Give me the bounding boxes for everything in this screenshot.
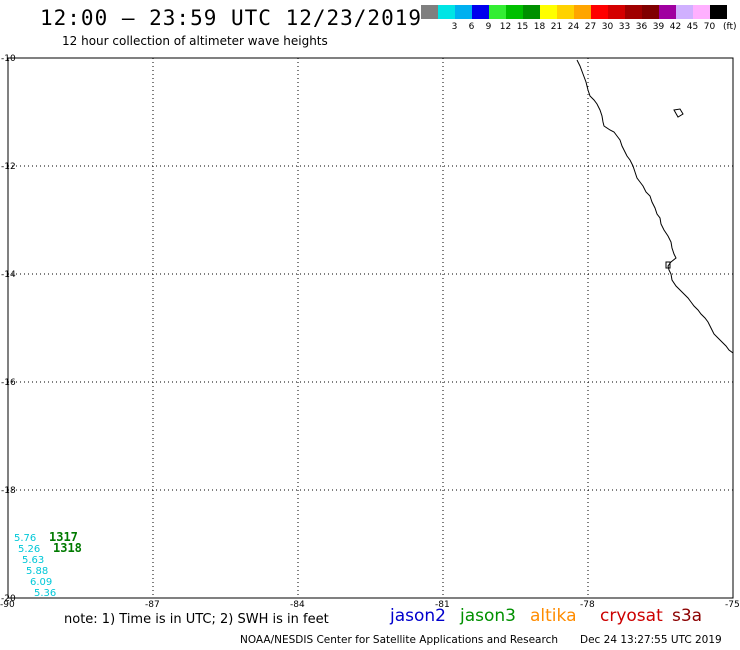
wave-height-reading: 6.09: [30, 577, 52, 588]
scale-swatch: [591, 5, 608, 19]
latitude-label: -18: [1, 486, 16, 496]
scale-label: 18: [533, 22, 546, 32]
scale-label: 24: [567, 22, 580, 32]
scale-swatch: [676, 5, 693, 19]
longitude-label: -75: [725, 600, 740, 610]
latitude-label: -16: [1, 378, 16, 388]
scale-swatch: [421, 5, 438, 19]
satellite-legend-s3a: s3a: [672, 606, 703, 626]
longitude-label: -84: [290, 600, 305, 610]
satellite-legend-altika: altika: [530, 606, 577, 626]
wave-height-color-scale: (ft) 3 6 9 12 15 18 21 24 27 30 33 36 39 42 45 70: [421, 5, 740, 35]
scale-label: 3: [451, 22, 458, 32]
longitude-label: -90: [0, 600, 15, 610]
latitude-label: -12: [1, 162, 16, 172]
scale-swatch: [540, 5, 557, 19]
scale-swatch: [455, 5, 472, 19]
scale-label: 12: [499, 22, 512, 32]
scale-unit: (ft): [723, 22, 737, 32]
scale-swatch: [438, 5, 455, 19]
scale-label: 42: [669, 22, 682, 32]
wave-height-reading: 5.63: [22, 555, 44, 566]
generation-timestamp: Dec 24 13:27:55 UTC 2019: [580, 634, 722, 646]
satellite-legend-jason3: jason3: [460, 606, 516, 626]
scale-label: 15: [516, 22, 529, 32]
map-frame: [7, 57, 734, 599]
scale-label: 33: [618, 22, 631, 32]
scale-swatch: [710, 5, 727, 19]
longitude-label: -78: [580, 600, 595, 610]
scale-swatch: [506, 5, 523, 19]
scale-swatch: [642, 5, 659, 19]
scale-label: 39: [652, 22, 665, 32]
scale-swatch: [659, 5, 676, 19]
graticule: [8, 58, 733, 598]
coastline-peru: [576, 59, 734, 354]
latitude-labels: -10 -12 -14 -16 -18 -20: [1, 54, 16, 604]
scale-label: 36: [635, 22, 648, 32]
latitude-label: -20: [1, 594, 16, 604]
scale-swatch: [693, 5, 710, 19]
longitude-label: -81: [435, 600, 450, 610]
scale-swatch: [608, 5, 625, 19]
map-title: 12:00 – 23:59 UTC 12/23/2019: [40, 6, 423, 30]
wave-height-reading: 5.88: [26, 566, 48, 577]
scale-label: 30: [601, 22, 614, 32]
scale-label: 9: [485, 22, 492, 32]
scale-label: 70: [703, 22, 716, 32]
scale-label: 27: [584, 22, 597, 32]
scale-swatch: [489, 5, 506, 19]
coastline-island: [673, 108, 684, 118]
scale-swatch: [557, 5, 574, 19]
scale-swatch: [472, 5, 489, 19]
scale-label: 6: [468, 22, 475, 32]
wave-height-reading: 5.36: [34, 588, 56, 599]
footer-note: note: 1) Time is in UTC; 2) SWH is in fe…: [64, 612, 329, 627]
map-subtitle: 12 hour collection of altimeter wave hei…: [62, 34, 328, 48]
satellite-legend-jason2: jason2: [390, 606, 446, 626]
scale-swatch: [523, 5, 540, 19]
credit-line: NOAA/NESDIS Center for Satellite Applica…: [240, 634, 558, 646]
scale-swatch: [625, 5, 642, 19]
coastline-peninsula: [665, 261, 671, 269]
pass-time-label: 1318: [53, 541, 82, 555]
latitude-label: -14: [1, 270, 16, 280]
wave-height-reading: 5.76: [14, 533, 36, 544]
longitude-labels: -90 -87 -84 -81 -78 -75: [0, 600, 740, 610]
pass-time-label: 1317: [49, 530, 78, 544]
wave-height-reading: 5.26: [18, 544, 40, 555]
latitude-label: -10: [1, 54, 16, 64]
scale-swatch: [574, 5, 591, 19]
scale-label: 21: [550, 22, 563, 32]
scale-label: 45: [686, 22, 699, 32]
longitude-label: -87: [145, 600, 160, 610]
satellite-legend-cryosat: cryosat: [600, 606, 663, 626]
